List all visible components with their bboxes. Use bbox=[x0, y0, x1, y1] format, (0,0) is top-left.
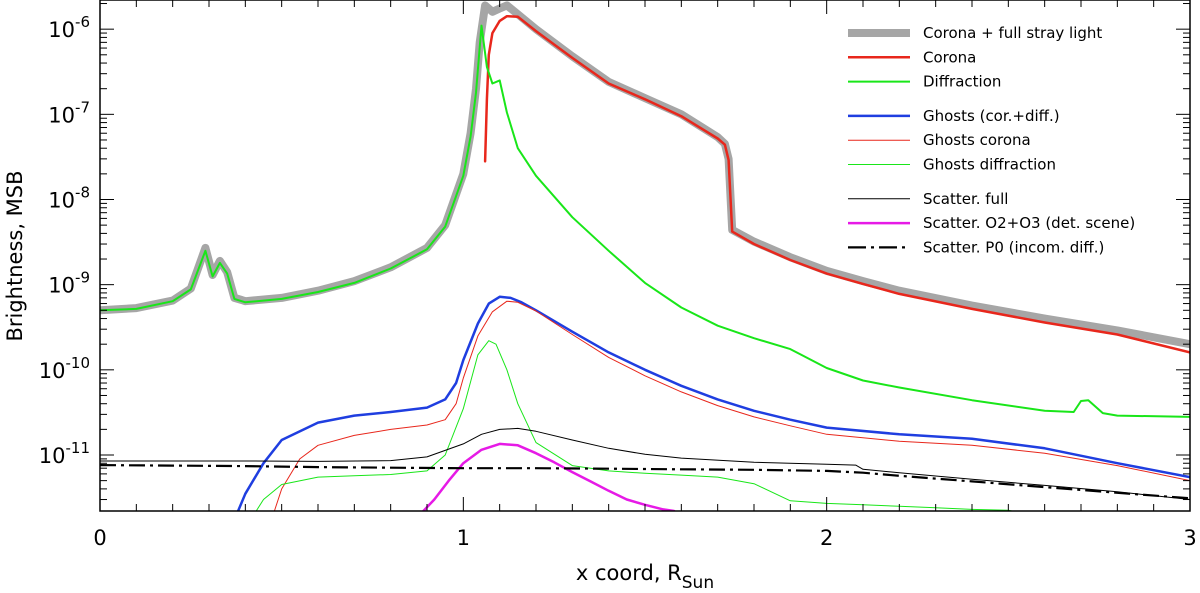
y-tick-label: 10-7 bbox=[48, 98, 90, 127]
series-line bbox=[255, 340, 1013, 511]
y-tick-base: 10 bbox=[48, 188, 75, 212]
series-line bbox=[483, 14, 1190, 354]
legend-label: Ghosts corona bbox=[923, 131, 1031, 149]
legend-label: Scatter. full bbox=[923, 190, 1008, 208]
series-line bbox=[100, 1, 1190, 349]
y-tick-base: 10 bbox=[48, 103, 75, 127]
series-line bbox=[100, 464, 1190, 500]
series-line bbox=[236, 295, 1190, 511]
y-tick-base: 10 bbox=[48, 18, 75, 42]
legend-label: Ghosts diffraction bbox=[923, 156, 1056, 174]
x-axis-title: x coord, RSun bbox=[576, 561, 714, 593]
x-tick-label: 1 bbox=[457, 526, 470, 550]
x-tick-label: 3 bbox=[1183, 526, 1196, 550]
y-tick-exponent: -10 bbox=[66, 354, 91, 372]
y-tick-exponent: -6 bbox=[75, 13, 90, 31]
y-axis-title: Brightness, MSB bbox=[3, 170, 27, 341]
y-tick-base: 10 bbox=[39, 359, 66, 383]
y-tick-exponent: -8 bbox=[75, 183, 90, 201]
x-axis-title-main: x coord, R bbox=[576, 561, 682, 585]
legend-label: Scatter. P0 (incom. diff.) bbox=[923, 238, 1104, 256]
legend-label: Corona + full stray light bbox=[923, 24, 1102, 42]
y-tick-exponent: -9 bbox=[75, 269, 90, 287]
y-tick-label: 10-9 bbox=[48, 269, 90, 298]
legend-label: Ghosts (cor.+diff.) bbox=[923, 107, 1060, 125]
series-line bbox=[422, 442, 676, 511]
y-tick-label: 10-10 bbox=[39, 354, 90, 383]
y-tick-label: 10-11 bbox=[39, 439, 90, 468]
series-line bbox=[273, 300, 1190, 511]
y-tick-label: 10-8 bbox=[48, 183, 90, 212]
x-axis-title-subscript: Sun bbox=[682, 573, 714, 593]
series-line bbox=[100, 24, 1190, 418]
y-tick-base: 10 bbox=[39, 444, 66, 468]
legend-label: Corona bbox=[923, 48, 976, 66]
x-tick-label: 2 bbox=[820, 526, 833, 550]
legend: Corona + full stray light Corona Diffracti… bbox=[848, 24, 1135, 256]
x-tick-label: 0 bbox=[93, 526, 106, 550]
series-line bbox=[100, 427, 1190, 500]
series-layer bbox=[100, 1, 1190, 511]
y-tick-exponent: -11 bbox=[66, 439, 91, 457]
y-tick-label: 10-6 bbox=[48, 13, 90, 42]
y-tick-base: 10 bbox=[48, 274, 75, 298]
legend-label: Scatter. O2+O3 (det. scene) bbox=[923, 214, 1135, 232]
legend-label: Diffraction bbox=[923, 73, 1001, 91]
y-tick-exponent: -7 bbox=[75, 98, 90, 116]
